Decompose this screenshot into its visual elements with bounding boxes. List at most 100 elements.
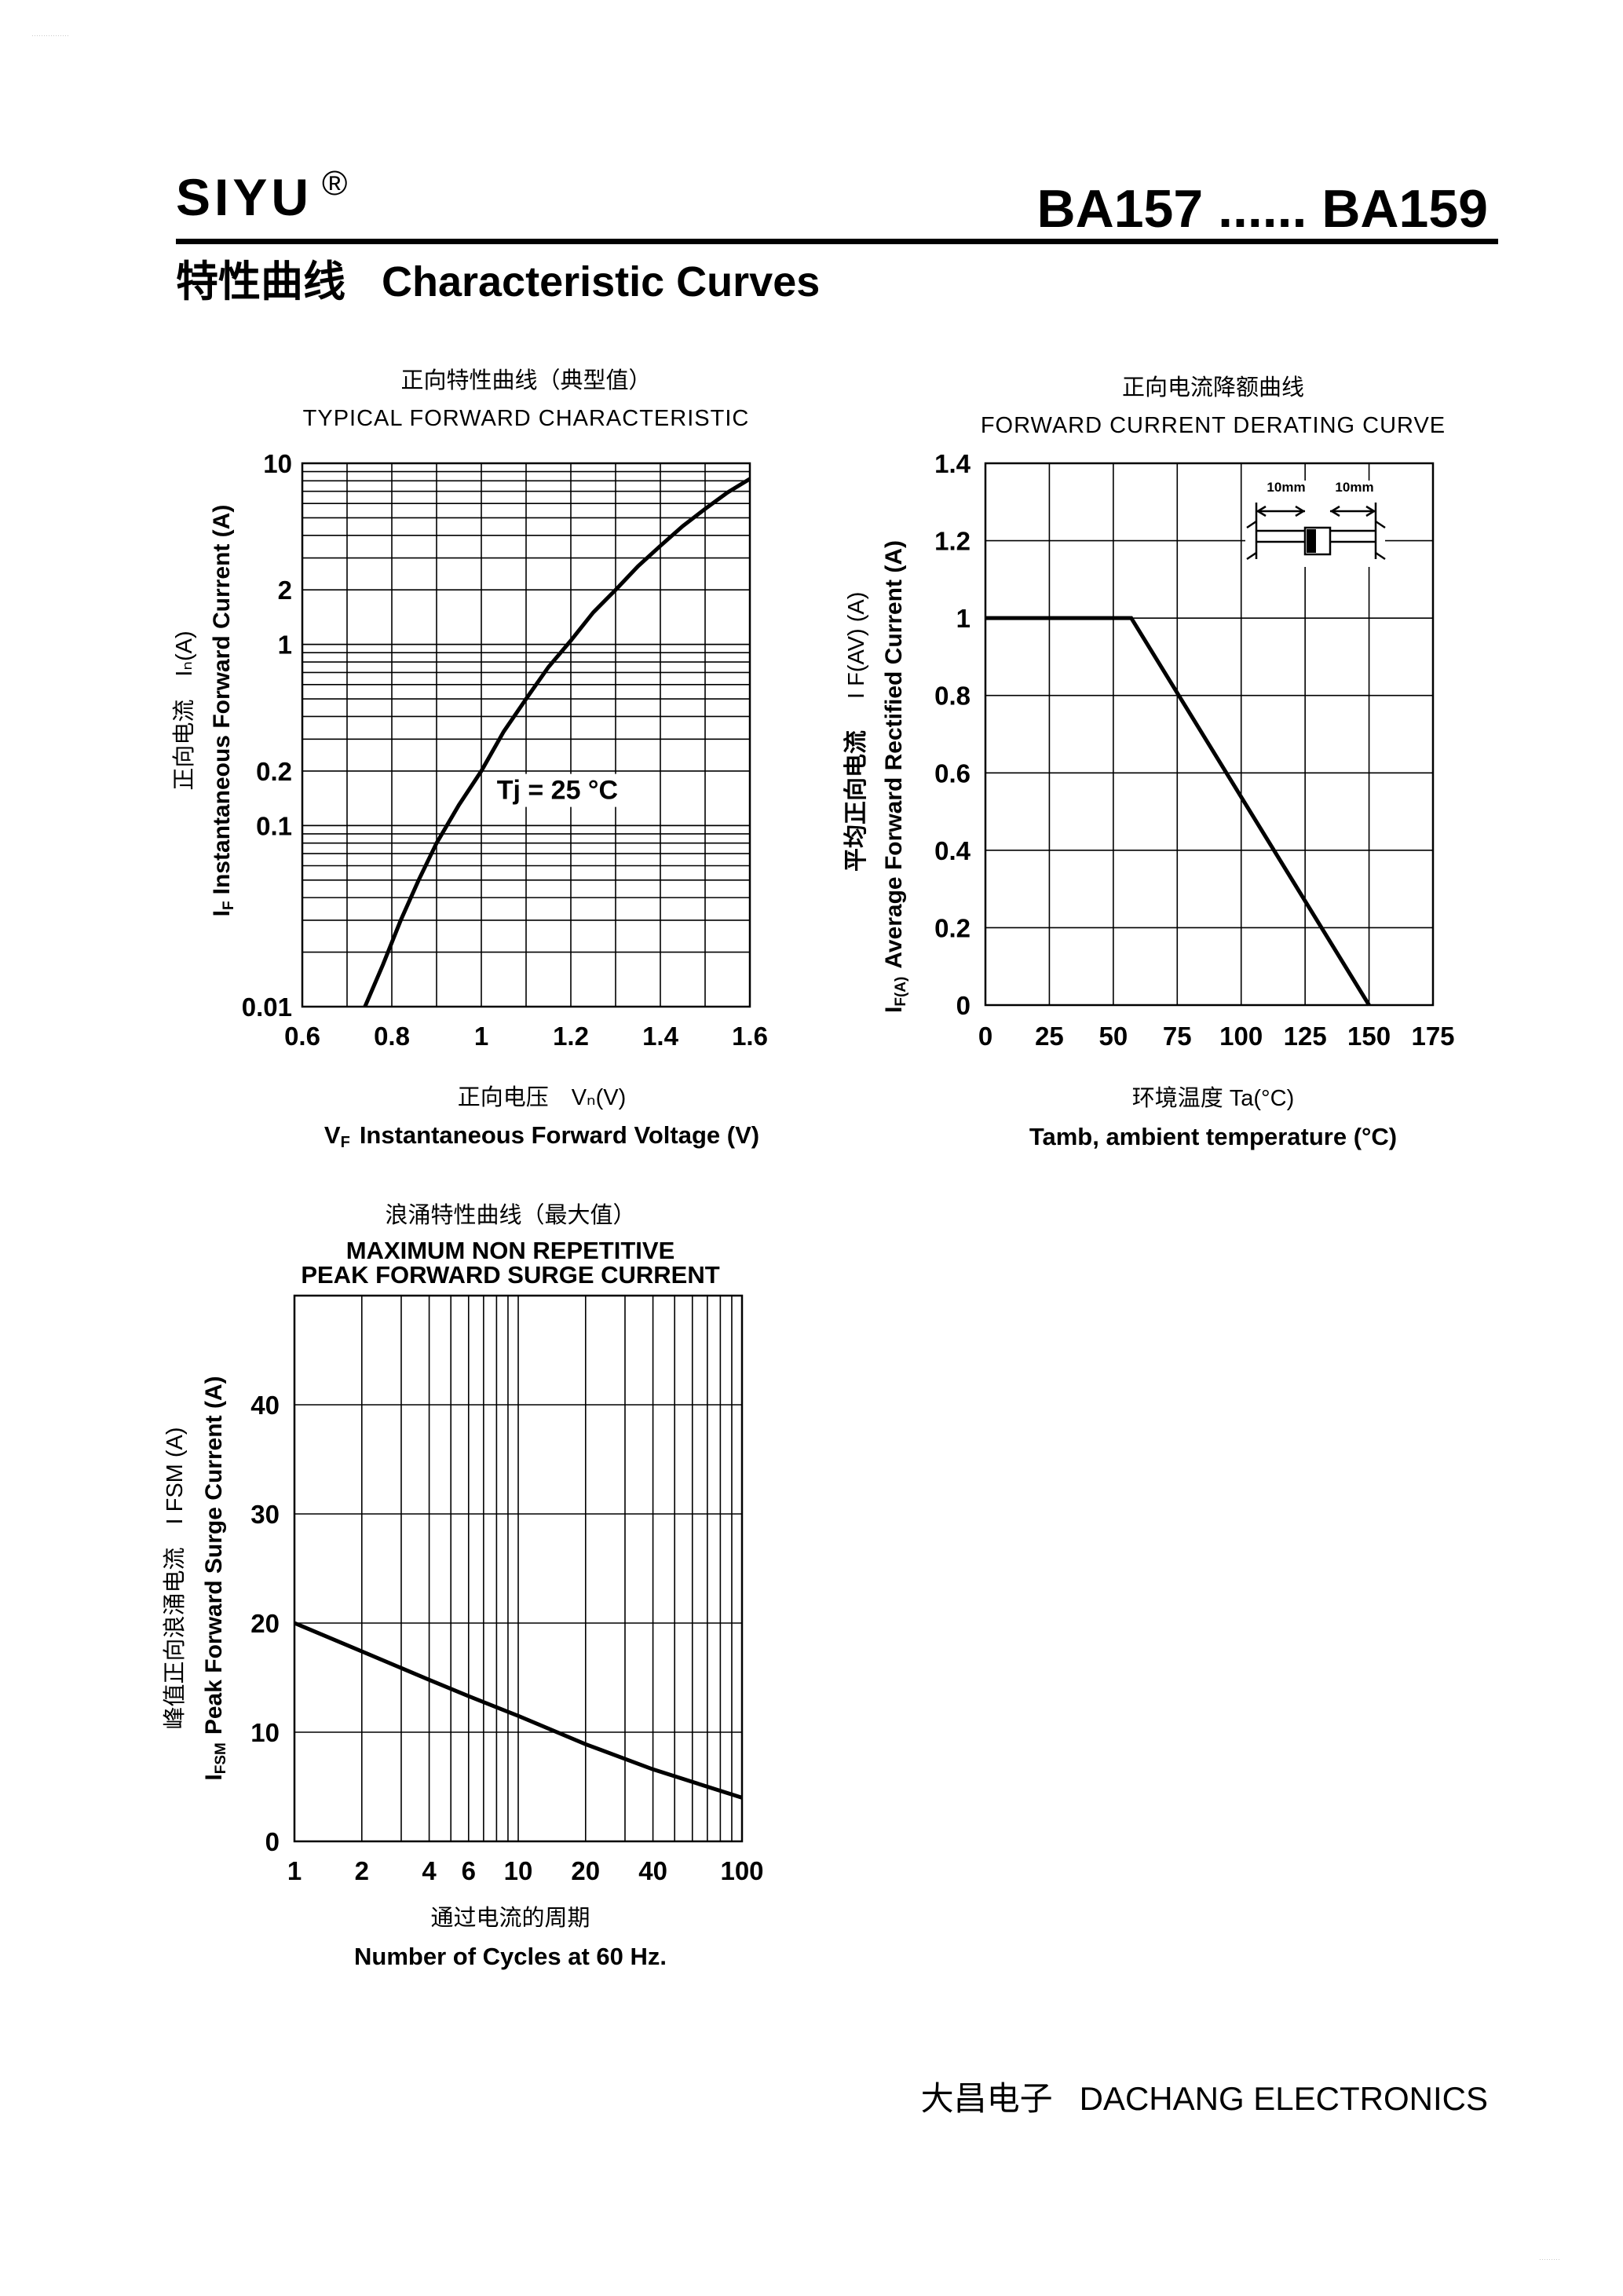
section-title: 特性曲线 Characteristic Curves	[176, 258, 821, 305]
c2-ylabel-cn: 平均正向电流	[843, 730, 869, 872]
c3-y-tick-label: 30	[250, 1500, 280, 1529]
c3-ylabel-symbol: I	[201, 1774, 227, 1780]
c2-inset-clip-marks	[1246, 520, 1386, 561]
page-mark-bottom: ·········	[1539, 2255, 1560, 2263]
section-title-en: Characteristic Curves	[382, 258, 821, 305]
c3-ylabel-group: IFSM Peak Forward Surge Current (A)	[201, 1376, 229, 1780]
c1-ylabel-cn: 正向电流 Iₙ(A)	[171, 631, 197, 790]
c2-ylabel-sym-group: I F(AV) (A)	[844, 592, 869, 699]
c3-x-ticks: 1 2 4 6 10 20 40 100	[287, 1856, 764, 1885]
c2-y-tick-label: 0.2	[934, 913, 971, 942]
c2-inset-arrow-4	[1365, 505, 1376, 517]
c1-xlabel-full: VF Instantaneous Forward Voltage (V)	[324, 1121, 759, 1151]
c3-frame	[293, 1294, 744, 1843]
c1-grid	[302, 463, 750, 1007]
c1-frame	[301, 462, 751, 1008]
c1-series-line	[363, 477, 751, 1007]
section-title-cn: 特性曲线	[176, 258, 345, 305]
c2-xlabel: Tamb, ambient temperature (°C)	[1029, 1123, 1397, 1150]
c3-y-ticks: 0 10 20 30 40	[250, 1391, 280, 1856]
c1-ylabel-cn-group: 正向电流 Iₙ(A)	[171, 631, 197, 790]
c2-ylabel-symbol: I	[881, 1007, 907, 1013]
c2-frame	[984, 462, 1435, 1007]
c2-inset-arrow-3	[1329, 505, 1340, 517]
c2-ylabel-group: IF(A) Average Forward Rectified Current (…	[881, 540, 909, 1013]
forward-characteristic-chart: 正向特性曲线（典型值） TYPICAL FORWARD CHARACTERIST…	[171, 367, 768, 1151]
c2-y-ticks: 0 0.2 0.4 0.6 0.8 1 1.2 1.4	[934, 449, 971, 1020]
c1-x-tick-label: 1	[474, 1022, 488, 1051]
c1-x-tick-label: 1.2	[553, 1022, 589, 1051]
c1-y-tick-label: 0.2	[256, 757, 292, 786]
c2-inset-arrow-1	[1256, 505, 1267, 517]
header-rule	[176, 239, 1498, 244]
c3-x-tick-label: 100	[720, 1856, 763, 1885]
c3-x-tick-label: 10	[504, 1856, 533, 1885]
c3-title-cn: 浪涌特性曲线（最大值）	[385, 1202, 635, 1228]
c3-y-tick-label: 10	[250, 1718, 280, 1747]
c1-title: TYPICAL FORWARD CHARACTERISTIC	[303, 406, 750, 431]
c2-ylabel-full: IF(A) Average Forward Rectified Current (…	[881, 540, 909, 1013]
surge-current-chart: 浪涌特性曲线（最大值） MAXIMUM NON REPETITIVE PEAK …	[162, 1202, 764, 1970]
c2-title-cn: 正向电流降额曲线	[1122, 375, 1304, 400]
c3-xlabel-cn: 通过电流的周期	[430, 1905, 590, 1931]
c1-annotation-bg	[490, 773, 624, 807]
registered-mark: ®	[322, 164, 348, 203]
c2-x-tick-label: 150	[1347, 1022, 1391, 1051]
c2-x-tick-label: 0	[978, 1022, 992, 1051]
c1-x-tick-label: 1.6	[732, 1022, 768, 1051]
c2-y-tick-label: 0.6	[934, 759, 971, 788]
c1-annotation: Tj = 25 °C	[497, 776, 618, 806]
c3-x-tick-label: 40	[638, 1856, 667, 1885]
c2-x-tick-label: 125	[1284, 1022, 1327, 1051]
c2-inset-diode-drawing: 10mm 10mm	[1245, 480, 1386, 567]
c2-inset-label-right: 10mm	[1335, 480, 1373, 495]
c2-x-tick-label: 175	[1411, 1022, 1454, 1051]
c2-x-tick-label: 75	[1163, 1022, 1192, 1051]
c1-y-tick-label: 2	[278, 576, 292, 605]
c1-ylabel-symbol-sub: F	[221, 901, 237, 910]
c2-x-tick-label: 50	[1098, 1022, 1128, 1051]
c1-xlabel-symbol: V	[324, 1121, 341, 1149]
brand-logo: SIYU	[176, 168, 313, 226]
derating-curve-chart: 正向电流降额曲线 FORWARD CURRENT DERATING CURVE …	[843, 375, 1455, 1150]
c1-x-tick-label: 0.8	[374, 1022, 410, 1051]
c3-ylabel-cn-group: 峰值正向浪涌电流 I FSM (A)	[162, 1427, 188, 1729]
c2-series-line	[985, 616, 1371, 1007]
c1-y-tick-label: 0.01	[242, 993, 292, 1022]
c1-ylabel-group: IF Instantaneous Forward Current (A)	[209, 505, 237, 917]
c1-xlabel-cn: 正向电压 Vₙ(V)	[458, 1084, 627, 1110]
footer-company-en: DACHANG ELECTRONICS	[1079, 2080, 1488, 2117]
c1-y-tick-label: 0.1	[256, 811, 292, 840]
c3-x-tick-label: 2	[355, 1856, 369, 1885]
c2-ylabel-sym: I F(AV) (A)	[844, 592, 869, 699]
c2-y-tick-label: 0	[956, 991, 971, 1020]
c3-grid	[294, 1296, 742, 1841]
c2-inset-band	[1307, 529, 1316, 553]
c2-y-tick-label: 0.8	[934, 682, 971, 711]
c1-xlabel: Instantaneous Forward Voltage (V)	[360, 1121, 759, 1149]
footer-company-cn: 大昌电子	[920, 2080, 1053, 2117]
c1-ylabel: Instantaneous Forward Current (A)	[209, 505, 235, 895]
c3-ylabel-cn: 峰值正向浪涌电流 I FSM (A)	[162, 1427, 188, 1729]
c3-ylabel-symbol-sub: FSM	[213, 1742, 229, 1774]
c3-title: MAXIMUM NON REPETITIVE	[346, 1237, 675, 1264]
c1-y-tick-label: 10	[263, 449, 292, 478]
c3-x-tick-label: 1	[287, 1856, 302, 1885]
page-mark-top: ················	[31, 31, 69, 39]
c1-xlabel-symbol-sub: F	[341, 1134, 350, 1151]
c1-ylabel-symbol: I	[209, 910, 235, 916]
c2-x-tick-label: 25	[1035, 1022, 1064, 1051]
c2-x-tick-label: 100	[1219, 1022, 1263, 1051]
c1-x-ticks: 0.6 0.8 1 1.2 1.4 1.6	[284, 1022, 768, 1051]
c2-x-ticks: 0 25 50 75 100 125 150 175	[978, 1022, 1455, 1051]
c3-y-tick-label: 20	[250, 1609, 280, 1638]
c2-inset-arrow-2	[1295, 505, 1306, 517]
c3-x-tick-label: 4	[422, 1856, 437, 1885]
c3-x-tick-label: 20	[571, 1856, 600, 1885]
c3-ylabel: Peak Forward Surge Current (A)	[201, 1376, 227, 1735]
c2-ylabel-symbol-sub: F(A)	[893, 977, 909, 1007]
c3-ylabel-full: IFSM Peak Forward Surge Current (A)	[201, 1376, 229, 1780]
c1-y-ticks: 0.01 0.1 0.2 1 2 10	[242, 449, 292, 1022]
footer-company: 大昌电子 DACHANG ELECTRONICS	[921, 2082, 1488, 2115]
